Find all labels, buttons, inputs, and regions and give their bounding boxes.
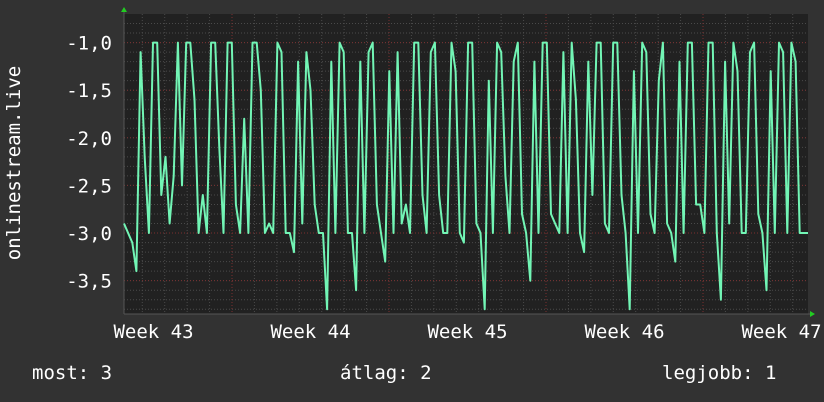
x-tick-label: Week 46 [584, 321, 664, 343]
y-tick-label: -3,0 [66, 223, 112, 245]
y-axis-arrow-icon [121, 7, 127, 12]
x-axis-arrow-icon [810, 311, 815, 317]
y-tick-label: -2,5 [66, 175, 112, 197]
average-value: átlag: 2 [340, 362, 432, 384]
x-tick-label: Week 43 [113, 321, 193, 343]
x-tick-label: Week 47 [741, 321, 821, 343]
y-tick-label: -3,5 [66, 271, 112, 293]
best-value: legjobb: 1 [662, 362, 777, 384]
current-value: most: 3 [32, 362, 113, 384]
x-tick-label: Week 45 [427, 321, 507, 343]
series-line [123, 41, 808, 311]
x-tick-label: Week 44 [270, 321, 350, 343]
y-tick-label: -1,5 [66, 80, 112, 102]
y-tick-label: -1,0 [66, 33, 112, 55]
y-tick-label: -2,0 [66, 128, 112, 150]
y-axis-label: onlinestream.live [3, 66, 25, 260]
